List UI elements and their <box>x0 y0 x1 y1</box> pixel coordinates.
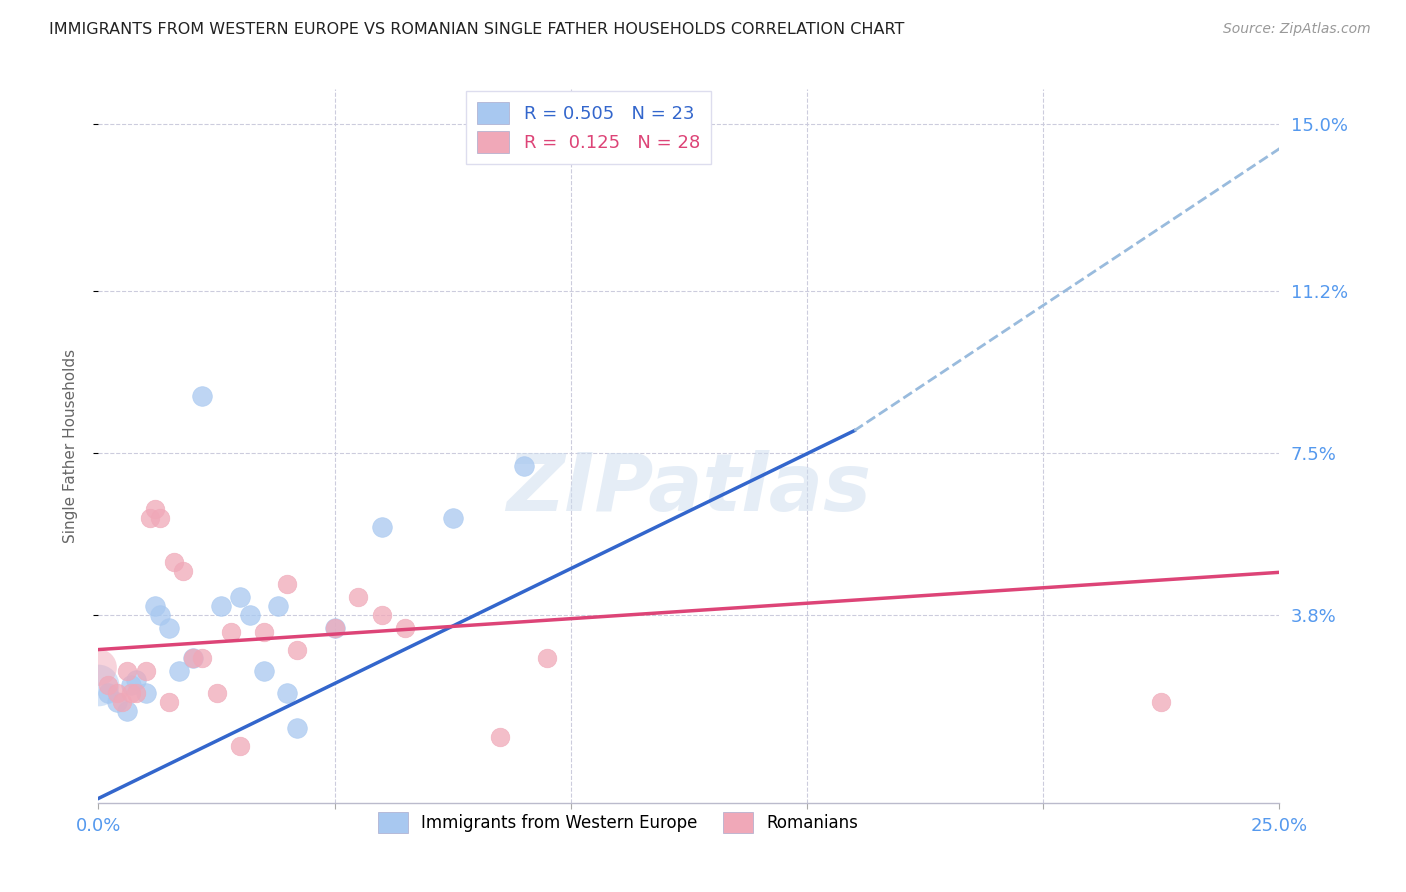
Point <box>135 665 157 679</box>
Point <box>87 677 110 691</box>
Point <box>125 686 148 700</box>
Point <box>371 520 394 534</box>
Point <box>267 599 290 613</box>
Point <box>149 607 172 622</box>
Point <box>181 651 204 665</box>
Text: ZIPatlas: ZIPatlas <box>506 450 872 528</box>
Point <box>105 695 128 709</box>
Point <box>371 607 394 622</box>
Point <box>253 625 276 640</box>
Point <box>536 651 558 665</box>
Point <box>489 730 512 744</box>
Point <box>167 665 190 679</box>
Point <box>1150 695 1173 709</box>
Point <box>143 599 166 613</box>
Point <box>229 739 252 753</box>
Point <box>139 511 162 525</box>
Text: Source: ZipAtlas.com: Source: ZipAtlas.com <box>1223 22 1371 37</box>
Point <box>172 564 194 578</box>
Point <box>135 686 157 700</box>
Point <box>97 677 120 691</box>
Point <box>253 665 276 679</box>
Point <box>157 621 180 635</box>
Text: IMMIGRANTS FROM WESTERN EUROPE VS ROMANIAN SINGLE FATHER HOUSEHOLDS CORRELATION : IMMIGRANTS FROM WESTERN EUROPE VS ROMANI… <box>49 22 904 37</box>
Point <box>191 651 214 665</box>
Point <box>229 590 252 604</box>
Point <box>97 686 120 700</box>
Point <box>157 695 180 709</box>
Point <box>121 686 143 700</box>
Point <box>323 621 346 635</box>
Point <box>209 599 232 613</box>
Y-axis label: Single Father Households: Single Father Households <box>63 349 77 543</box>
Point <box>125 673 148 688</box>
Point <box>394 621 416 635</box>
Point <box>111 695 134 709</box>
Point <box>143 502 166 516</box>
Point <box>441 511 464 525</box>
Point <box>239 607 262 622</box>
Point <box>121 677 143 691</box>
Point <box>347 590 370 604</box>
Point <box>512 458 534 473</box>
Point <box>285 642 308 657</box>
Point <box>105 686 128 700</box>
Point <box>181 651 204 665</box>
Point <box>285 722 308 736</box>
Point <box>191 389 214 403</box>
Legend: Immigrants from Western Europe, Romanians: Immigrants from Western Europe, Romanian… <box>370 804 866 841</box>
Point <box>205 686 228 700</box>
Point <box>219 625 242 640</box>
Point <box>149 511 172 525</box>
Point <box>323 621 346 635</box>
Point <box>276 577 298 591</box>
Point <box>163 555 186 569</box>
Point <box>115 665 138 679</box>
Point <box>115 704 138 718</box>
Point <box>276 686 298 700</box>
Point <box>87 660 110 674</box>
